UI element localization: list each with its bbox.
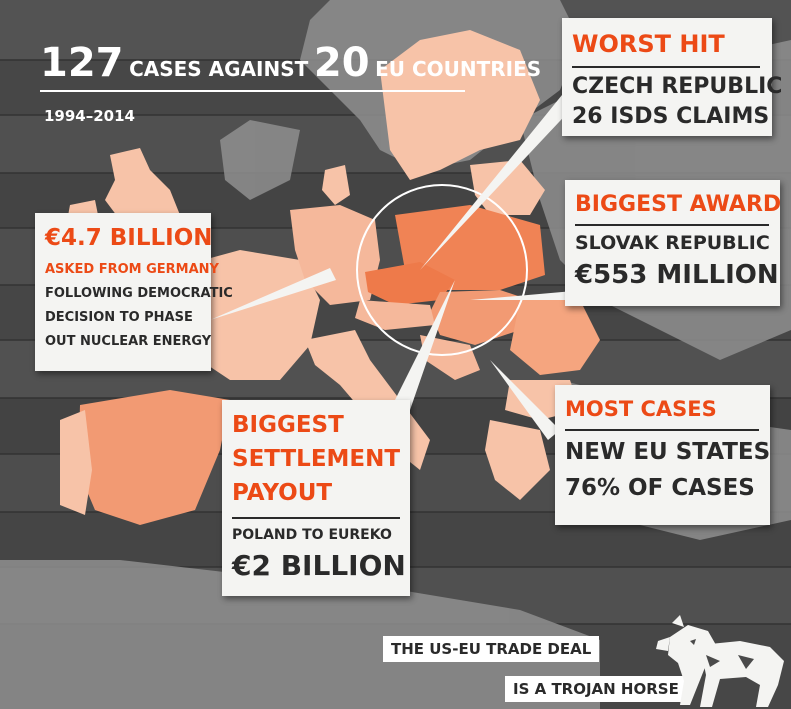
most-cases-line2: 76% of cases [565,475,755,501]
banner-line1: The US-EU trade deal [383,636,600,662]
headline: 127 cases against 20 EU countries [40,40,541,88]
settlement-title-line1: Biggest [232,412,344,438]
biggest-award-rule [575,224,769,226]
biggest-award-amount: €553 million [575,260,779,290]
headline-rule [40,90,465,92]
period-label: 1994–2014 [44,107,135,125]
most-cases-rule [565,429,759,431]
worst-hit-country: Czech Republic [572,74,783,99]
most-cases-card: Most cases New EU states 76% of cases [555,385,770,525]
most-cases-line1: New EU states [565,439,771,465]
worst-hit-claims: 26 ISDS claims [572,104,770,129]
settlement-card: Biggest settlement payout Poland to Eure… [222,400,410,596]
worst-hit-card: Worst hit Czech Republic 26 ISDS claims [562,18,782,136]
cases-count: 127 [40,40,124,86]
germany-subtitle: Asked from Germany [45,262,219,277]
settlement-subtitle: Poland to Eureko [232,527,392,543]
settlement-amount: €2 billion [232,549,406,582]
worst-hit-rule [572,66,760,68]
germany-line3: out nuclear energy [45,334,212,349]
biggest-award-title: Biggest award [575,192,782,217]
countries-label: EU countries [375,57,542,81]
focus-circle [356,184,528,356]
callout-pointers [210,95,585,440]
germany-line1: following democratic [45,286,233,301]
settlement-title-line2: settlement [232,446,401,472]
banner-line2: is a Trojan horse [505,676,687,702]
most-cases-title: Most cases [565,397,717,421]
settlement-title-line3: payout [232,480,333,506]
biggest-award-card: Biggest award Slovak Republic €553 milli… [565,180,782,306]
germany-card: €4.7 billion Asked from Germany followin… [35,213,233,371]
cases-label: cases against [129,57,309,81]
worst-hit-title: Worst hit [572,30,725,58]
trojan-horse-icon [656,615,784,707]
settlement-rule [232,517,400,519]
biggest-award-country: Slovak Republic [575,232,770,254]
germany-line2: decision to phase [45,310,193,325]
germany-amount: €4.7 billion [45,225,213,251]
countries-count: 20 [313,40,370,86]
